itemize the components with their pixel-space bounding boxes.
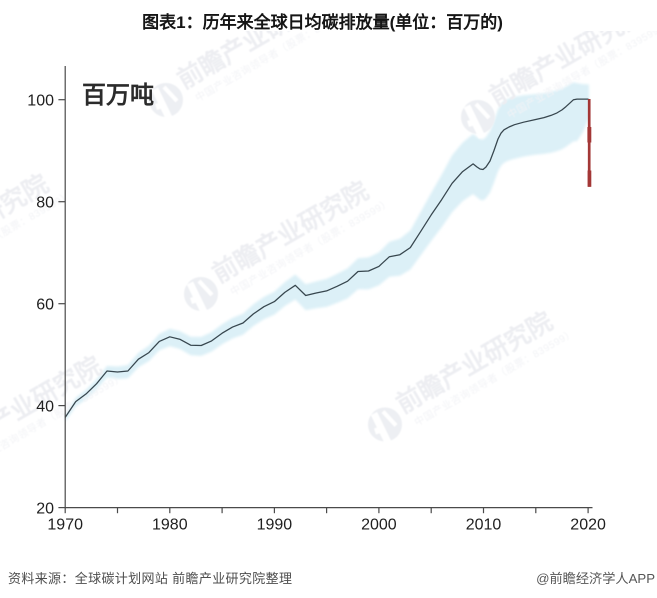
svg-text:60: 60 — [36, 297, 54, 314]
svg-text:1980: 1980 — [152, 517, 188, 534]
svg-text:1970: 1970 — [47, 517, 83, 534]
svg-text:80: 80 — [36, 195, 54, 212]
svg-text:40: 40 — [36, 399, 54, 416]
svg-text:2010: 2010 — [466, 517, 502, 534]
svg-text:100: 100 — [27, 93, 54, 110]
svg-text:1990: 1990 — [257, 517, 293, 534]
svg-text:20: 20 — [36, 501, 54, 518]
svg-text:2020: 2020 — [570, 517, 606, 534]
svg-text:2000: 2000 — [361, 517, 397, 534]
